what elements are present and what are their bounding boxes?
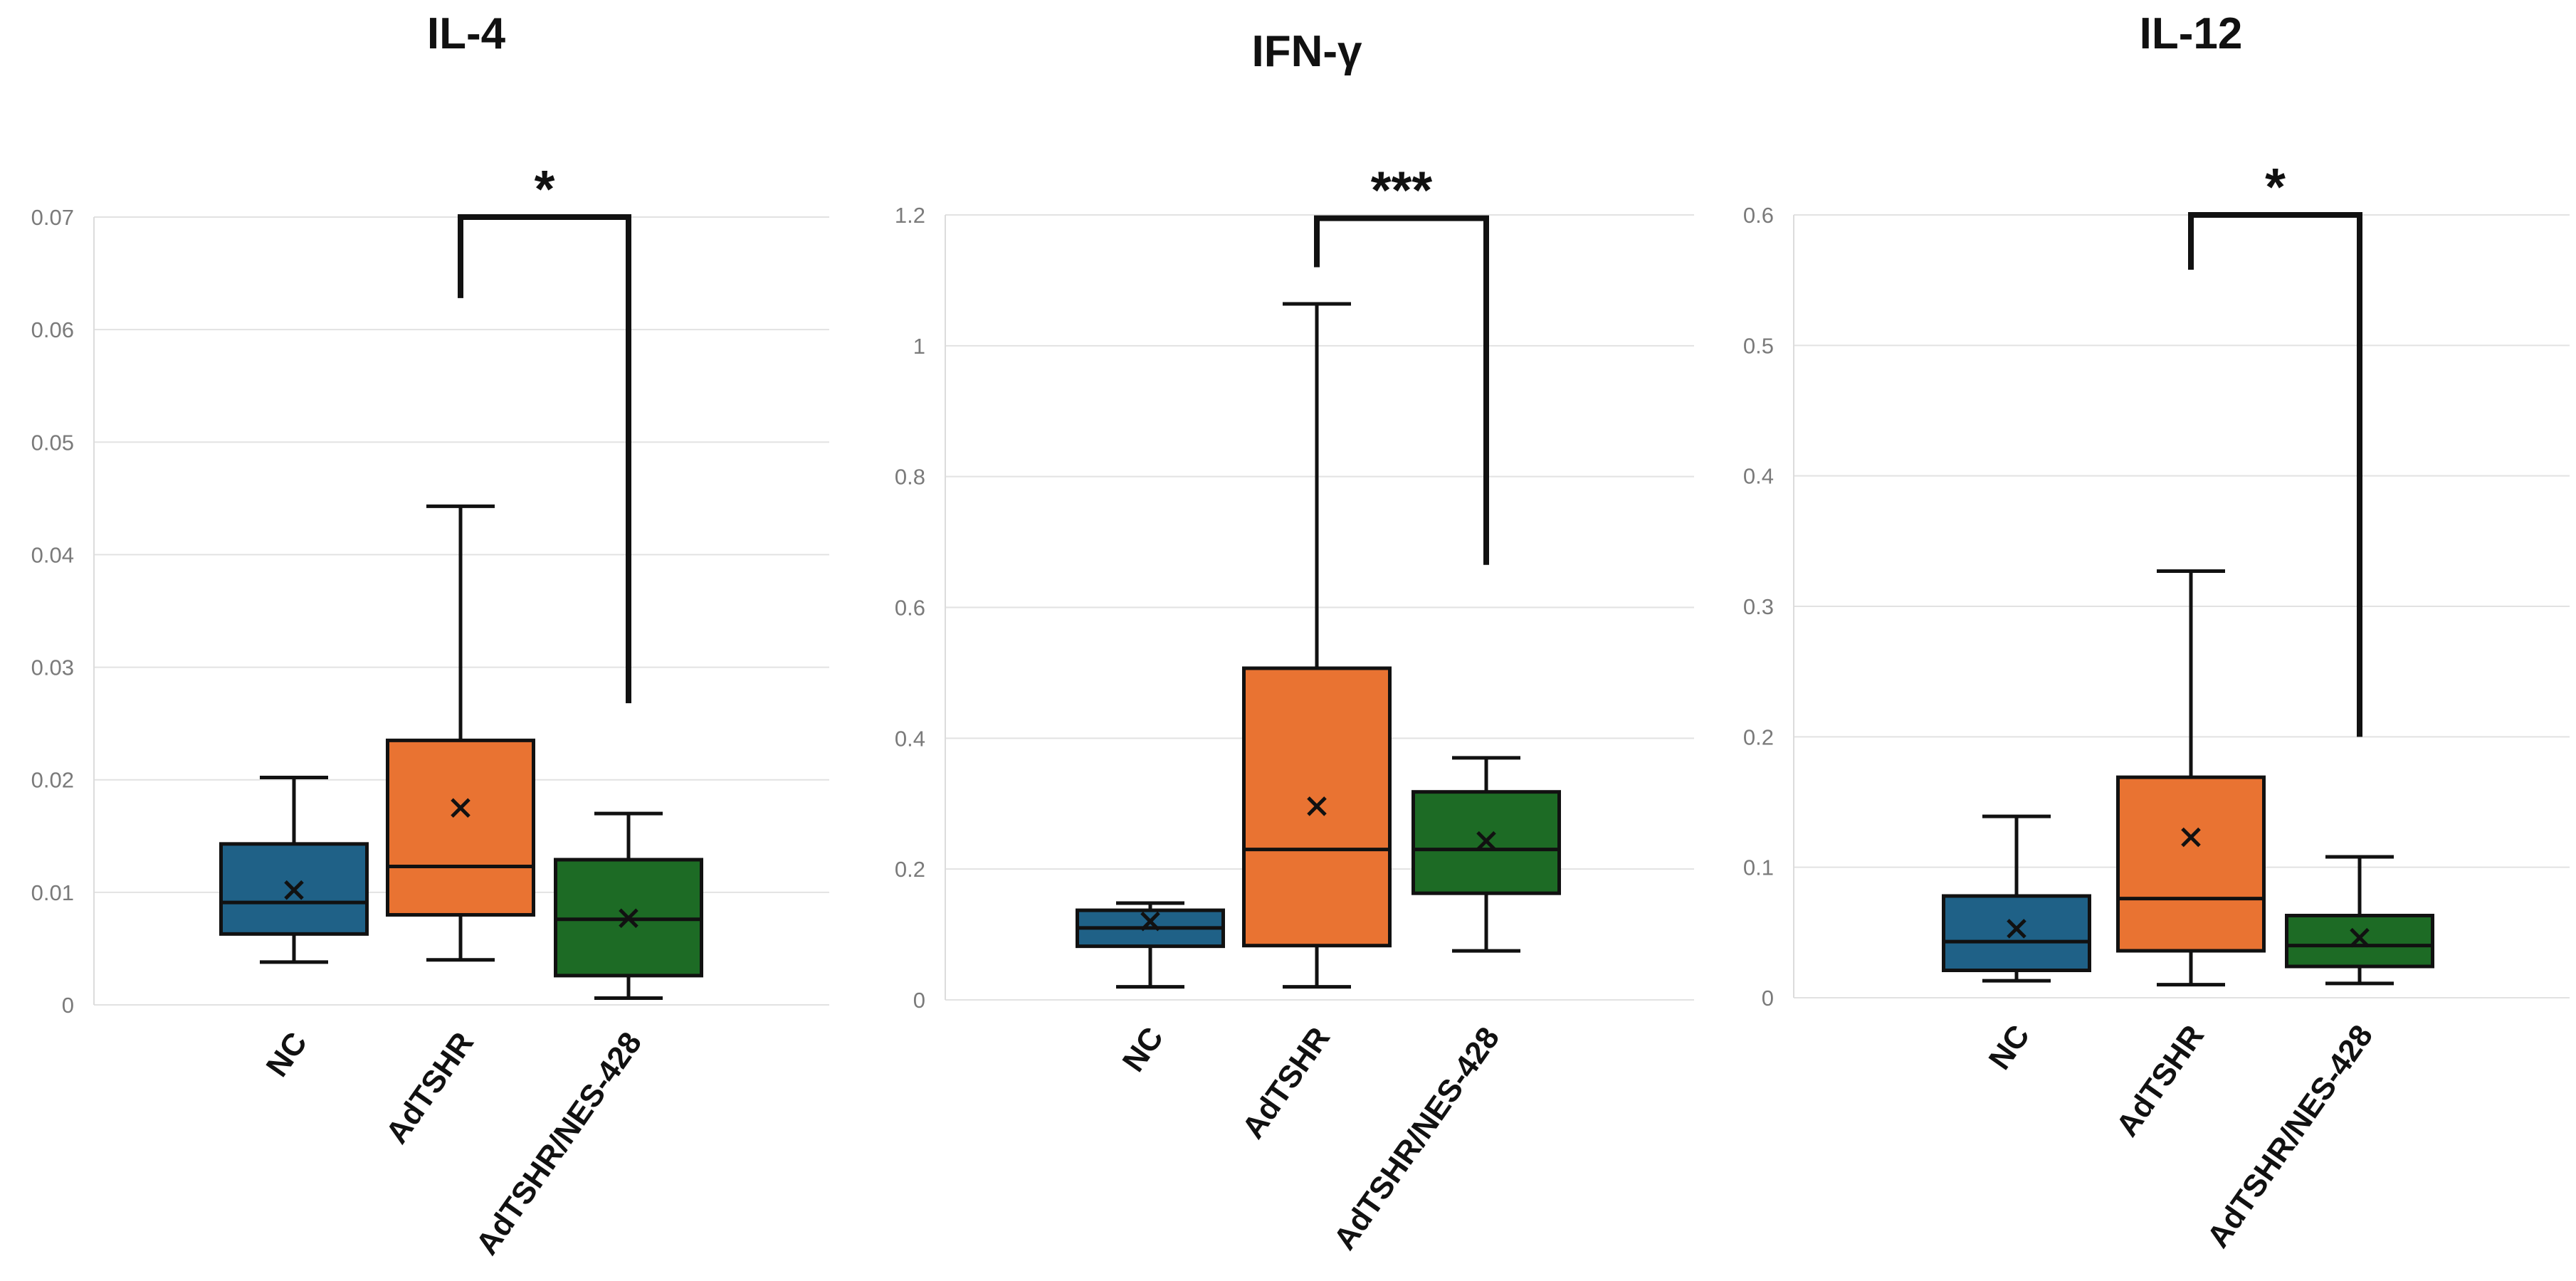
panel-3-ytick-label: 0.1 (1743, 855, 1774, 880)
panel-1-ytick-label: 0 (62, 993, 74, 1018)
mean-marker (1140, 911, 1160, 932)
mean-marker (1307, 796, 1327, 816)
mean-marker (451, 798, 470, 818)
panel-2-category-label: NC (1116, 1021, 1171, 1078)
panel-3-ytick-label: 0.3 (1743, 594, 1774, 619)
panel-1-ytick-label: 0.03 (31, 655, 74, 680)
panel-2-significance-label: *** (1371, 161, 1433, 220)
panel-2-ytick-label: 1 (913, 334, 925, 359)
chart-panel-1: IL-4 0 0.01 0.02 0.03 0.04 0.05 0.06 0.07 NC AdTSH… (31, 9, 829, 1261)
panel-1-category-label: NC (260, 1026, 315, 1083)
chart-panel-3: IL-12 0 0.1 0.2 0.3 0.4 0.5 0.6 NC AdTSHRAdTSHR/N… (1743, 9, 2570, 1254)
panel-1-ytick-label: 0.05 (31, 430, 74, 455)
panel-3-box-1 (1942, 814, 2091, 983)
panel-3-category-label: AdTSHR/NES-428 (2200, 1019, 2380, 1255)
panel-2-box-2 (1242, 302, 1392, 989)
panel-2-significance-bracket (1314, 215, 1489, 565)
panel-2-ytick-label: 0 (913, 988, 925, 1013)
panel-1-category-label: AdTSHR (379, 1026, 480, 1150)
panel-2-box-1 (1076, 901, 1225, 989)
mean-marker (2007, 919, 2026, 939)
panel-2-title: IFN-γ (1252, 27, 1363, 76)
panel-2-ytick-label: 0.4 (895, 726, 925, 751)
mean-marker (1476, 831, 1496, 851)
iqr-box (1942, 894, 2091, 972)
mean-marker (619, 908, 638, 928)
panel-3-title: IL-12 (2140, 9, 2243, 58)
panel-3-ytick-label: 0.5 (1743, 333, 1774, 358)
panel-3-category-label: AdTSHR (2110, 1019, 2211, 1143)
panel-1-category-label: AdTSHR/NES-428 (469, 1026, 648, 1262)
panel-1-ytick-label: 0.04 (31, 542, 74, 567)
panel-1-box-2 (386, 504, 535, 962)
iqr-box (386, 738, 535, 917)
mean-marker (2181, 827, 2201, 848)
panel-1-box-1 (219, 776, 369, 964)
panel-3-category-label: NC (1982, 1019, 2037, 1076)
panel-1-ytick-label: 0.07 (31, 205, 74, 230)
panel-2-ytick-label: 1.2 (895, 203, 925, 228)
panel-2-box-3 (1411, 756, 1561, 953)
panel-3-ytick-label: 0.2 (1743, 724, 1774, 749)
panel-3-ytick-label: 0 (1762, 986, 1774, 1011)
panel-1-ytick-label: 0.01 (31, 880, 74, 905)
panel-3-box-3 (2285, 855, 2434, 986)
panel-1-title: IL-4 (427, 9, 506, 58)
panel-2-category-label: AdTSHR/NES-428 (1327, 1021, 1506, 1257)
panel-1-ytick-label: 0.02 (31, 768, 74, 793)
panel-2-ytick-label: 0.2 (895, 857, 925, 882)
mean-marker (284, 880, 304, 900)
panel-2-ytick-label: 0.8 (895, 465, 925, 490)
panel-3-box-2 (2116, 569, 2266, 987)
chart-panel-2: IFN-γ 0 0.2 0.4 0.6 0.8 1 1.2 NC AdTSHRAdTSHR/NES… (895, 27, 1694, 1256)
iqr-box (2116, 775, 2266, 953)
panel-3-significance-bracket (2188, 212, 2362, 737)
panel-3-ytick-label: 0.6 (1743, 203, 1774, 228)
panel-3-ytick-label: 0.4 (1743, 464, 1774, 489)
panel-1-ytick-label: 0.06 (31, 317, 74, 342)
panel-1-significance-label: * (535, 159, 555, 218)
panel-3-significance-label: * (2265, 157, 2286, 216)
mean-marker (2350, 927, 2370, 948)
panel-1-box-3 (554, 811, 703, 1001)
iqr-box (2285, 914, 2434, 969)
panel-2-ytick-label: 0.6 (895, 596, 925, 621)
panel-1-significance-bracket (458, 214, 631, 704)
panel-2-category-label: AdTSHR (1236, 1021, 1337, 1145)
